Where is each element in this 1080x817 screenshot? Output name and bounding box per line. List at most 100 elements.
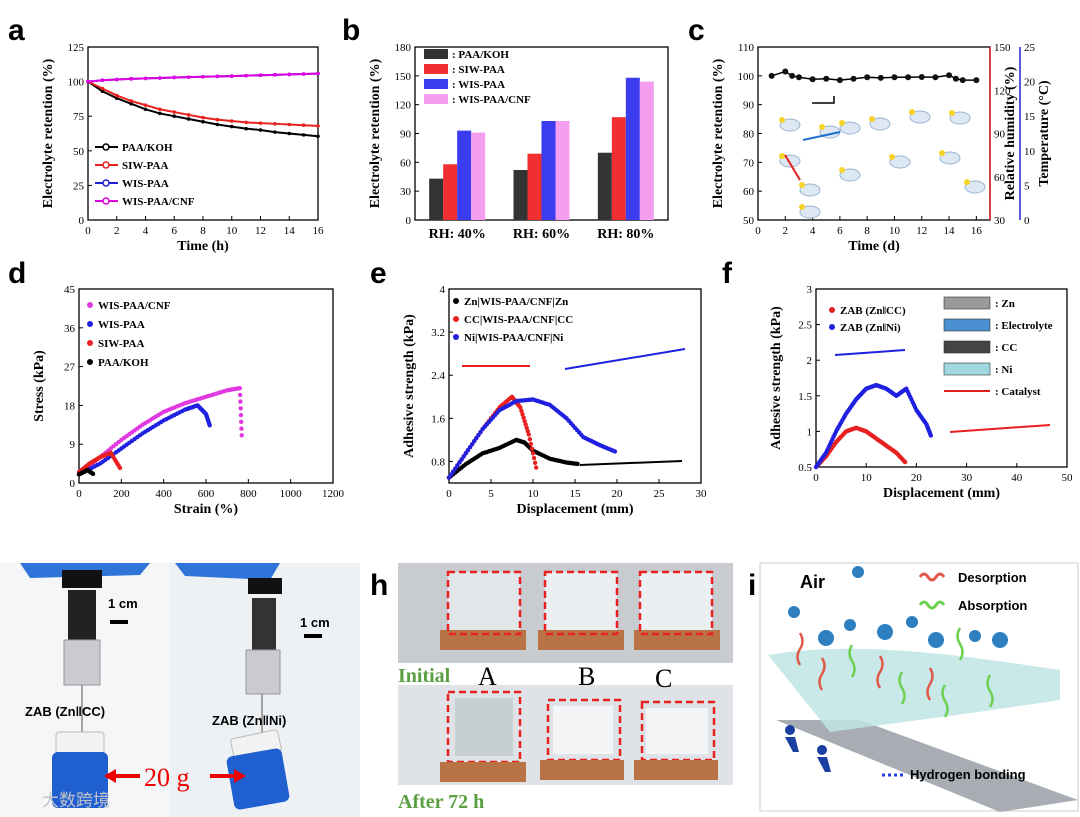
data-point-e	[528, 441, 534, 447]
data-point-c	[864, 74, 871, 81]
data-point-a	[143, 103, 148, 107]
data-point-d	[238, 399, 243, 404]
data-point-a	[316, 71, 320, 76]
hydrogel-film	[768, 648, 1060, 732]
xtick-label-c: 10	[889, 225, 901, 237]
electrode-left	[68, 590, 96, 640]
legend-label-f-layer: : Zn	[995, 298, 1015, 310]
sample-b-initial	[545, 572, 617, 634]
xtick-label-f: 10	[861, 472, 873, 484]
ylabel-e: Adhesive strength (kPa)	[402, 314, 417, 458]
ytick-label-b: 30	[400, 186, 412, 198]
ytick-label-e: 3.2	[431, 327, 445, 339]
weight-label: 20 g	[144, 763, 190, 792]
bar-b	[611, 117, 626, 220]
legend-marker-a	[102, 143, 110, 151]
legend-label-a: WIS-PAA/CNF	[122, 196, 195, 208]
frame-c-initial	[638, 570, 714, 636]
ytick-label-e: 1.6	[431, 413, 445, 425]
data-point-a	[100, 89, 105, 94]
legend-label-f: ZAB (Zn‖Ni)	[840, 322, 901, 334]
desorption-label: Desorption	[958, 570, 1027, 585]
legend-marker-d	[87, 340, 93, 346]
panel-label-i: i	[748, 569, 756, 602]
data-point-a	[287, 72, 292, 77]
sun-icon	[909, 109, 915, 115]
cloud-icon	[889, 155, 911, 169]
data-point-a	[258, 128, 263, 132]
weight-bottle-left-icon	[52, 752, 108, 808]
ytick-label-c: 70	[743, 157, 755, 169]
ytick-label-f: 2.5	[798, 320, 812, 332]
xtick-label-a: 2	[114, 225, 120, 237]
data-point-a	[273, 122, 277, 126]
photo-panel-g: 1 cm 1 cm ZAB (Zn‖CC) ZAB (Zn‖Ni) 20 g 大…	[0, 563, 360, 817]
legend-label-d: SIW-PAA	[98, 338, 145, 350]
legend-label-f-layer: : CC	[995, 342, 1017, 354]
legend-label-f-layer: : Catalyst	[995, 386, 1041, 398]
data-point-d	[237, 392, 243, 398]
data-point-a	[114, 77, 119, 82]
data-point-a	[215, 74, 220, 79]
data-point-c	[952, 75, 959, 82]
hydrogen-bonding-label: Hydrogen bonding	[910, 767, 1026, 782]
data-point-e	[527, 437, 533, 442]
watermark-text: 大数跨境	[42, 791, 110, 811]
legend-marker-e	[453, 316, 459, 322]
bar-b	[429, 178, 444, 220]
sun-icon	[964, 179, 970, 185]
rh-tick-label: 30	[994, 215, 1006, 227]
legend-label-d: WIS-PAA/CNF	[98, 300, 171, 312]
pull-direction-arrow	[564, 348, 686, 370]
sun-icon	[869, 116, 875, 122]
zab-label-ni: ZAB (Zn‖Ni)	[212, 713, 286, 728]
ytick-label-d: 0	[70, 478, 76, 490]
data-point-a	[301, 133, 306, 137]
legend-swatch-f-layer	[943, 340, 991, 354]
ytick-label-e: 2.4	[431, 370, 445, 382]
data-point-a	[258, 121, 263, 125]
sun-icon	[839, 167, 845, 173]
xtick-label-e: 5	[488, 488, 494, 500]
data-point-c	[782, 68, 789, 75]
data-point-a	[244, 120, 248, 125]
glove-right-icon	[175, 563, 280, 580]
pull-direction-arrow	[834, 349, 906, 356]
data-point-e	[521, 415, 526, 420]
legend-marker-a	[102, 179, 110, 187]
legend-label-f: ZAB (Zn‖CC)	[840, 305, 906, 317]
data-point-e	[529, 446, 535, 451]
legend-marker-d	[87, 359, 93, 365]
data-point-a	[100, 86, 105, 91]
label-sample-a: A	[478, 662, 497, 691]
legend-label-a: SIW-PAA	[122, 160, 169, 172]
data-point-c	[959, 77, 966, 84]
legend-marker-d	[87, 321, 93, 327]
data-point-d	[238, 406, 243, 411]
ytick-label-c: 50	[743, 215, 755, 227]
data-point-c	[905, 74, 912, 81]
data-point-e	[524, 425, 529, 430]
data-point-a	[215, 122, 220, 127]
data-point-f	[902, 459, 908, 465]
xtick-label-a: 12	[255, 225, 266, 237]
panel-label-e: e	[370, 257, 387, 290]
xtick-label-d: 400	[155, 488, 172, 500]
water-molecules-icon	[788, 566, 1008, 648]
ytick-label-d: 45	[64, 284, 76, 296]
ytick-label-d: 27	[64, 362, 76, 374]
sample-a-initial	[448, 572, 520, 634]
data-point-a	[143, 107, 148, 112]
data-point-a	[100, 78, 105, 83]
legend-label-f-layer: : Ni	[995, 364, 1012, 376]
label-initial: Initial	[398, 665, 451, 687]
sun-icon	[779, 153, 785, 159]
data-point-d	[238, 419, 244, 425]
xtick-label-a: 8	[200, 225, 206, 237]
xtick-label-e: 10	[528, 488, 540, 500]
xtick-label-d: 200	[113, 488, 130, 500]
data-point-e	[525, 428, 530, 434]
scale-bar-right	[304, 634, 322, 638]
legend-label-e: CC|WIS-PAA/CNF|CC	[464, 314, 573, 326]
xtick-label-e: 0	[446, 488, 452, 500]
